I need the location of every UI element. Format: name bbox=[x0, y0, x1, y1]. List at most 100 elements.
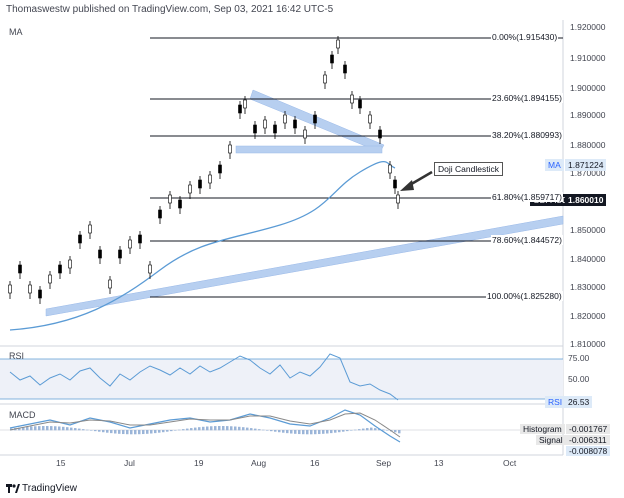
support-trendline bbox=[45, 89, 564, 317]
price-tick: 1.910000 bbox=[570, 53, 606, 63]
macd-histogram-value: -0.001767 bbox=[566, 424, 611, 434]
macd-histogram-bar bbox=[382, 429, 385, 431]
macd-histogram-label: Histogram bbox=[520, 424, 565, 434]
macd-signal-label: Signal bbox=[536, 435, 566, 445]
macd-value: -0.008078 bbox=[566, 446, 611, 456]
macd-histogram-bar bbox=[194, 427, 197, 431]
price-tick: 1.830000 bbox=[570, 282, 606, 292]
doji-annotation[interactable]: Doji Candlestick bbox=[434, 162, 503, 176]
macd-histogram-bar bbox=[26, 426, 29, 431]
candle-body bbox=[330, 54, 334, 64]
macd-signal-line bbox=[9, 412, 401, 438]
candle-body bbox=[188, 184, 192, 194]
macd-histogram-bar bbox=[262, 429, 265, 431]
price-tick: 1.920000 bbox=[570, 22, 606, 32]
rsi-tick-75: 75.00 bbox=[568, 353, 590, 363]
fib-level-label: 61.80%(1.859717) bbox=[491, 192, 563, 202]
candle-body bbox=[158, 209, 162, 219]
candle-body bbox=[303, 129, 307, 139]
time-tick: 19 bbox=[194, 458, 204, 468]
macd-histogram-bar bbox=[102, 430, 105, 433]
publisher-header: Thomaswestw published on TradingView.com… bbox=[6, 4, 334, 15]
macd-histogram-bar bbox=[350, 430, 353, 431]
price-tick: 1.870000 bbox=[570, 168, 606, 178]
candle-body bbox=[283, 114, 287, 124]
macd-histogram-bar bbox=[310, 430, 313, 435]
tradingview-logo-icon bbox=[6, 484, 20, 493]
candle-body bbox=[350, 94, 354, 104]
macd-histogram-bar bbox=[166, 430, 169, 432]
price-tick: 1.820000 bbox=[570, 311, 606, 321]
candle-body bbox=[108, 279, 112, 289]
macd-histogram-bar bbox=[338, 430, 341, 433]
candle-body bbox=[293, 119, 297, 129]
candle-body bbox=[128, 239, 132, 249]
macd-histogram-bar bbox=[118, 430, 121, 434]
macd-histogram-bar bbox=[186, 428, 189, 431]
macd-histogram-bar bbox=[130, 430, 133, 435]
candle-body bbox=[28, 284, 32, 294]
macd-histogram-bar bbox=[298, 430, 301, 435]
macd-histogram-bar bbox=[62, 426, 65, 431]
macd-histogram-bar bbox=[222, 426, 225, 431]
macd-histogram-bar bbox=[182, 429, 185, 431]
candle-body bbox=[18, 264, 22, 274]
pair-axis-value: 1.860010 bbox=[565, 194, 607, 206]
macd-histogram-bar bbox=[30, 426, 33, 431]
macd-histogram-bar bbox=[286, 430, 289, 434]
macd-histogram-bar bbox=[234, 426, 237, 431]
macd-histogram-bar bbox=[358, 429, 361, 431]
candle-body bbox=[178, 199, 182, 209]
rsi-axis-value: 26.53 bbox=[565, 396, 593, 408]
macd-histogram-bar bbox=[86, 429, 89, 431]
candlestick-series bbox=[8, 36, 400, 304]
candle-body bbox=[208, 174, 212, 184]
macd-histogram-bar bbox=[90, 430, 93, 431]
price-tick: 1.810000 bbox=[570, 339, 606, 349]
tradingview-footer[interactable]: TradingView bbox=[6, 483, 77, 494]
macd-histogram-bar bbox=[346, 430, 349, 432]
candle-body bbox=[323, 74, 327, 84]
fib-level-label: 23.60%(1.894155) bbox=[491, 93, 563, 103]
macd-line bbox=[9, 409, 401, 443]
macd-histogram-bar bbox=[258, 429, 261, 431]
macd-histogram-bar bbox=[206, 426, 209, 431]
candle-body bbox=[238, 104, 242, 114]
macd-histogram-bar bbox=[162, 430, 165, 433]
macd-histogram-bar bbox=[154, 430, 157, 434]
macd-histogram-bar bbox=[250, 428, 253, 431]
annotation-arrow bbox=[400, 170, 433, 191]
candle-body bbox=[228, 144, 232, 154]
macd-histogram-bar bbox=[354, 429, 357, 431]
time-tick: Aug bbox=[251, 458, 267, 468]
macd-histogram-bar bbox=[326, 430, 329, 434]
macd-histogram-bar bbox=[374, 428, 377, 431]
macd-histogram-bar bbox=[150, 430, 153, 434]
candle-body bbox=[263, 119, 267, 129]
macd-pane-label: MACD bbox=[9, 410, 36, 420]
candle-body bbox=[343, 64, 347, 74]
time-tick: 13 bbox=[434, 458, 444, 468]
candle-body bbox=[336, 39, 340, 49]
macd-histogram-bar bbox=[138, 430, 141, 435]
macd-histogram-bar bbox=[362, 428, 365, 431]
macd-histogram-bar bbox=[42, 426, 45, 431]
fib-level-label: 100.00%(1.825280) bbox=[486, 291, 563, 301]
candle-body bbox=[313, 114, 317, 124]
macd-histogram-bar bbox=[142, 430, 145, 435]
macd-histogram-bar bbox=[122, 430, 125, 435]
macd-histogram-bar bbox=[94, 430, 97, 432]
main-pane-label: MA bbox=[9, 27, 23, 37]
macd-histogram-bar bbox=[274, 430, 277, 432]
macd-histogram-bar bbox=[342, 430, 345, 432]
macd-histogram-bar bbox=[34, 426, 37, 431]
macd-histogram-bar bbox=[126, 430, 129, 435]
price-tick: 1.880000 bbox=[570, 140, 606, 150]
candle-body bbox=[388, 164, 392, 174]
macd-histogram-bar bbox=[394, 430, 397, 433]
macd-histogram-bar bbox=[254, 428, 257, 431]
candle-body bbox=[368, 114, 372, 124]
macd-histogram-bar bbox=[22, 427, 25, 431]
macd-histogram-bar bbox=[18, 427, 21, 431]
macd-histogram-bar bbox=[202, 426, 205, 431]
